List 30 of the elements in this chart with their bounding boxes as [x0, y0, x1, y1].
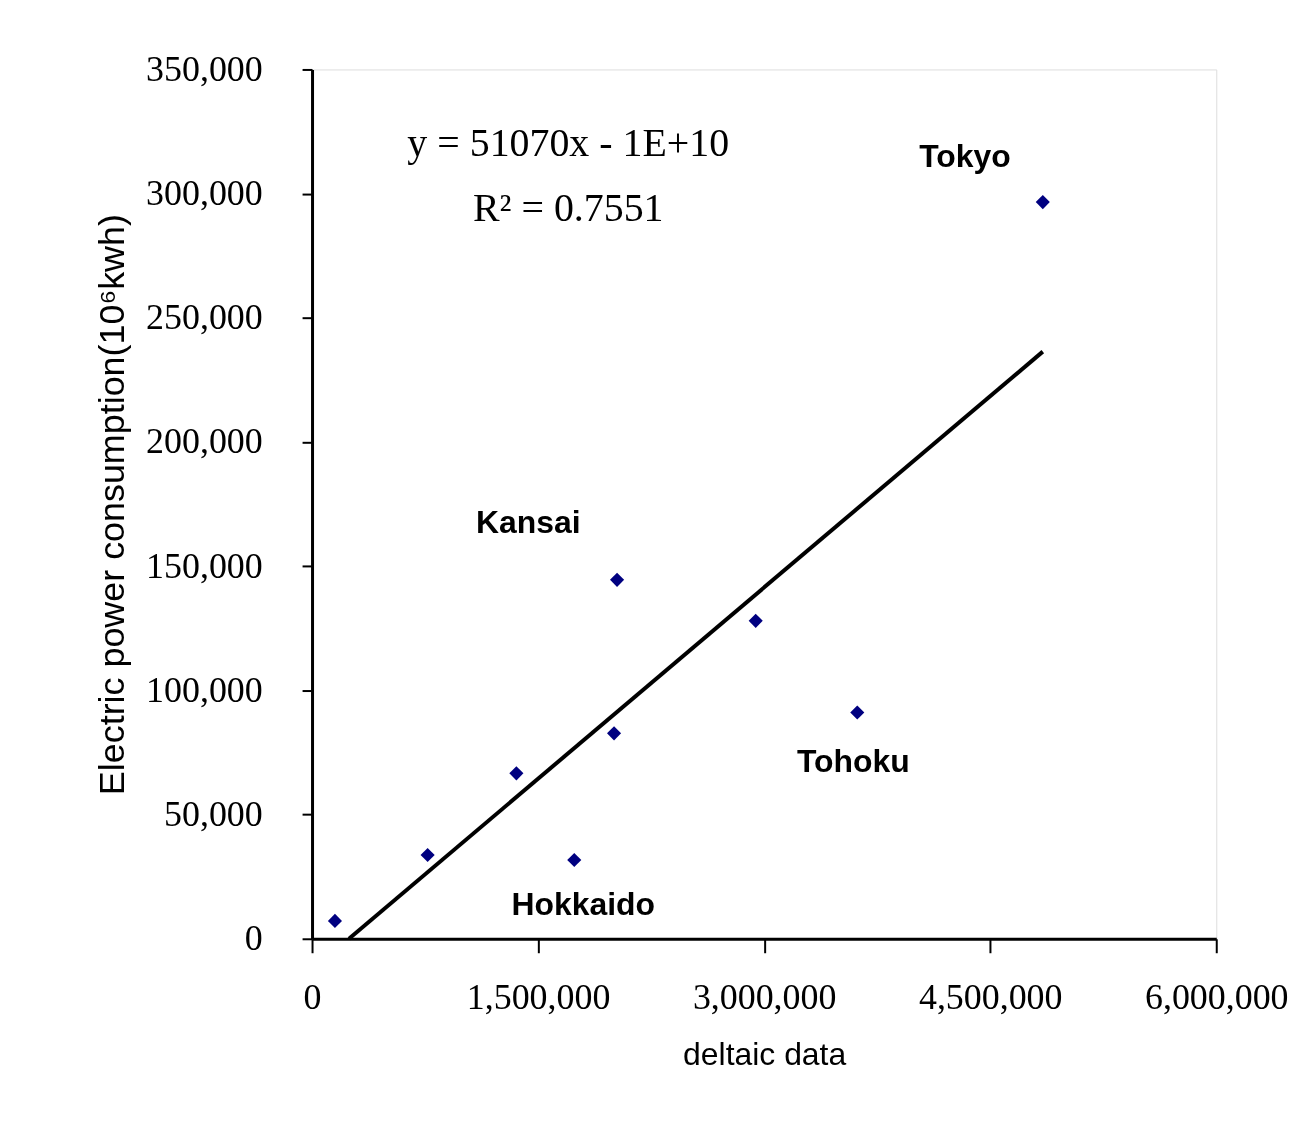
- point: [610, 572, 625, 587]
- point: [420, 848, 435, 863]
- x-tick-label: 3,000,000: [692, 977, 837, 1018]
- x-axis-title: deltaic data: [683, 1035, 847, 1072]
- y-tick-label: 200,000: [146, 421, 263, 462]
- annotation: Hokkaido: [511, 885, 655, 922]
- y-tick-label: 100,000: [146, 669, 263, 710]
- annotation: Tohoku: [796, 743, 910, 780]
- y-tick-label: 350,000: [146, 48, 263, 89]
- y-tick-label: 300,000: [146, 173, 263, 214]
- y-tick-label: 250,000: [146, 297, 263, 338]
- annotation: y = 51070x - 1E+10: [407, 120, 730, 166]
- annotation: Tokyo: [919, 138, 1011, 175]
- point: [1035, 195, 1050, 210]
- y-tick-label: 50,000: [164, 794, 263, 835]
- point: [748, 613, 763, 628]
- point: [607, 726, 622, 741]
- x-tick-label: 6,000,000: [1145, 977, 1289, 1018]
- point: [850, 705, 865, 720]
- y-tick-label: 150,000: [146, 545, 263, 586]
- annotation: R² = 0.7551: [472, 184, 664, 230]
- x-tick-label: 0: [303, 977, 322, 1018]
- point: [327, 913, 342, 928]
- point: [509, 766, 524, 781]
- y-tick-label: 0: [244, 918, 263, 959]
- y-axis-title: Electric power consumption(10⁶kwh): [92, 214, 133, 796]
- x-tick-label: 1,500,000: [466, 977, 611, 1018]
- annotation: Kansai: [476, 504, 581, 541]
- x-tick-label: 4,500,000: [918, 977, 1063, 1018]
- point: [567, 852, 582, 868]
